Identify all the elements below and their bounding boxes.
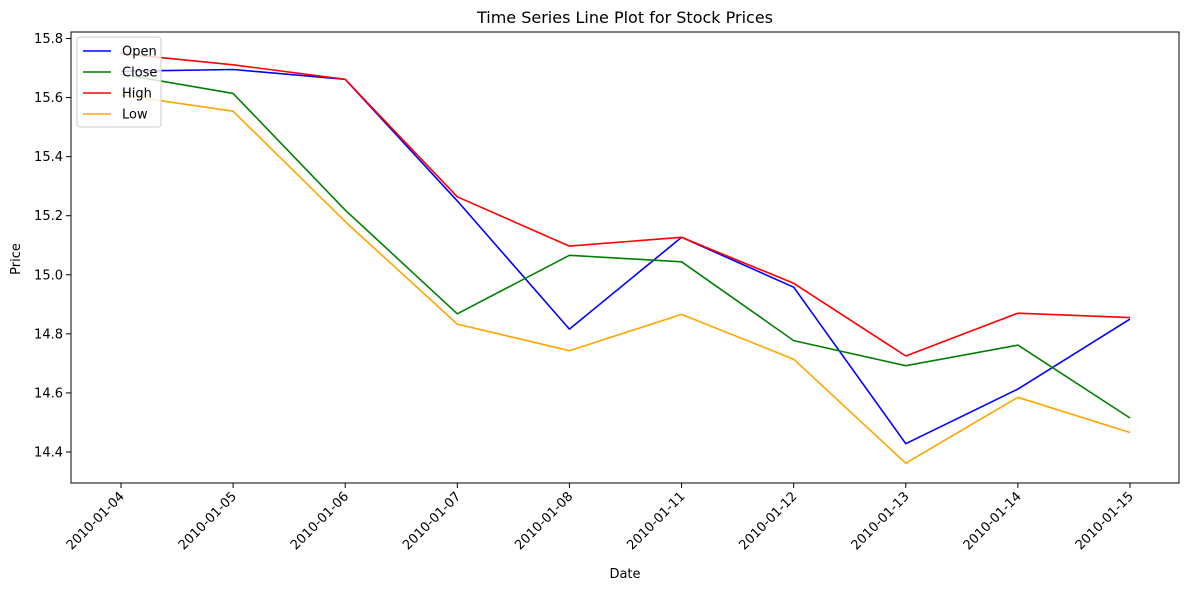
- x-tick-label: 2010-01-06: [288, 489, 352, 553]
- y-tick-label: 15.4: [34, 150, 63, 165]
- legend-label-high: High: [122, 87, 152, 102]
- y-tick-label: 15.0: [34, 268, 63, 283]
- y-tick-label: 15.8: [34, 32, 63, 47]
- x-tick-label: 2010-01-14: [961, 489, 1025, 553]
- y-axis-title: Price: [9, 243, 24, 275]
- x-tick-label: 2010-01-07: [400, 489, 464, 553]
- y-tick-label: 14.6: [34, 386, 63, 401]
- x-tick-label: 2010-01-04: [64, 489, 128, 553]
- y-tick-label: 15.6: [34, 91, 63, 106]
- series-line-open: [120, 68, 1131, 445]
- series-line-high: [120, 52, 1131, 357]
- series-line-low: [120, 94, 1131, 465]
- y-tick-label: 14.4: [34, 445, 63, 460]
- y-tick-label: 14.8: [34, 327, 63, 342]
- series-lines: [120, 52, 1131, 465]
- x-tick-label: 2010-01-12: [736, 489, 800, 553]
- legend: Open Close High Low: [76, 36, 162, 128]
- x-tick-label: 2010-01-11: [624, 489, 688, 553]
- legend-box: [76, 36, 162, 128]
- legend-label-close: Close: [122, 66, 157, 81]
- x-axis-title: Date: [609, 567, 640, 582]
- plot-area-frame: [70, 31, 1180, 484]
- y-tick-label: 15.2: [34, 209, 63, 224]
- axis-ticks: 2010-01-04 2010-01-05 2010-01-06 2010-01-07…: [34, 32, 1137, 553]
- series-line-close: [120, 73, 1131, 419]
- chart-title: Time Series Line Plot for Stock Prices: [476, 8, 773, 27]
- legend-label-low: Low: [122, 108, 148, 123]
- legend-label-open: Open: [122, 45, 157, 60]
- x-tick-label: 2010-01-15: [1073, 489, 1137, 553]
- x-tick-label: 2010-01-05: [176, 489, 240, 553]
- x-tick-label: 2010-01-13: [849, 489, 913, 553]
- x-tick-label: 2010-01-08: [512, 489, 576, 553]
